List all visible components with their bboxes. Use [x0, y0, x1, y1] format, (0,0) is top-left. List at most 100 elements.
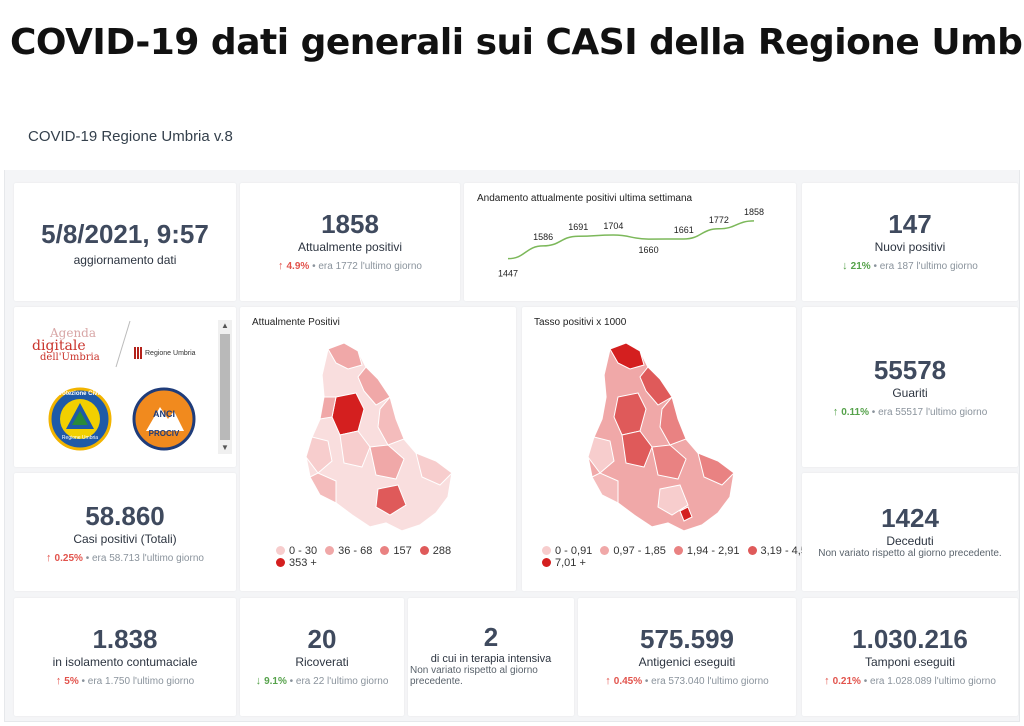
legend-label: 0 - 30: [289, 545, 318, 557]
arrow-up-icon: ↑: [46, 552, 52, 564]
terapia-intensiva-label: di cui in terapia intensiva: [430, 653, 552, 665]
data-label: 1661: [674, 225, 694, 235]
casi-totali-card: 58.860 Casi positivi (Totali) ↑ 0.25% • e…: [14, 473, 236, 591]
guariti-label: Guariti: [892, 386, 928, 400]
update-label: aggiornamento dati: [73, 253, 177, 267]
legend-item: 157: [380, 545, 412, 557]
casi-totali-label: Casi positivi (Totali): [73, 532, 177, 546]
attualmente-positivi-label: Attualmente positivi: [297, 240, 403, 254]
tamponi-card: 1.030.216 Tamponi eseguiti ↑ 0.21% • era …: [802, 598, 1018, 716]
legend-item: 0,97 - 1,85: [600, 545, 666, 557]
regione-label: Regione Umbria: [145, 349, 196, 357]
deceduti-value: 1424: [881, 503, 939, 533]
ricoverati-delta: ↓ 9.1% • era 22 l'ultimo giorno: [240, 675, 404, 687]
delta-percent: 21%: [850, 261, 871, 272]
delta-percent: 0.21%: [832, 676, 861, 687]
antigenici-card: 575.599 Antigenici eseguiti ↑ 0.45% • era…: [578, 598, 796, 716]
protezione-civile-label: Protezione Civile: [55, 391, 105, 397]
logo-divider: [115, 320, 131, 368]
anci-label: ANCI: [153, 409, 175, 419]
legend-dot-icon: [276, 546, 285, 555]
guariti-value: 55578: [873, 355, 947, 385]
legend-dot-icon: [542, 558, 551, 567]
guariti-card: 55578 Guariti ↑ 0.11% • era 55517 l'ultim…: [802, 307, 1018, 467]
antigenici-delta: ↑ 0.45% • era 573.040 l'ultimo giorno: [578, 675, 796, 687]
data-label: 1772: [709, 215, 729, 225]
legend-label: 36 - 68: [338, 545, 373, 557]
legend-dot-icon: [325, 546, 335, 555]
delta-compare: • era 22 l'ultimo giorno: [289, 676, 389, 687]
legend-label: 0 - 0,91: [555, 545, 593, 557]
legend-item: 353 +: [276, 557, 317, 569]
delta-compare: • era 55517 l'ultimo giorno: [871, 407, 988, 418]
legend-label: 353 +: [289, 557, 317, 569]
legend-dot-icon: [600, 546, 610, 555]
protezione-civile-logo: [48, 387, 112, 451]
casi-totali-delta: ↑ 0.25% • era 58.713 l'ultimo giorno: [14, 552, 236, 564]
delta-percent: 0.11%: [841, 407, 870, 418]
legend-label: 157: [393, 545, 412, 557]
isolamento-card: 1.838 in isolamento contumaciale ↑ 5% • e…: [14, 598, 236, 716]
page-title: COVID-19 dati generali sui CASI della Re…: [10, 22, 1024, 63]
umbria-map-tasso[interactable]: [522, 335, 796, 565]
deceduti-card: 1424 Deceduti Non variato rispetto al gi…: [802, 473, 1018, 591]
umbria-map-positivi[interactable]: [240, 335, 516, 565]
series-line: [507, 220, 755, 260]
legend-label: 1,94 - 2,91: [686, 545, 740, 557]
antigenici-label: Antigenici eseguiti: [638, 655, 736, 669]
legend-dot-icon: [673, 546, 683, 555]
arrow-up-icon: ↑: [278, 260, 284, 272]
dashboard-header: [4, 106, 1020, 170]
arrow-up-icon: ↑: [605, 675, 611, 687]
arrow-up-icon: ↑: [824, 675, 830, 687]
scroll-thumb[interactable]: [220, 334, 230, 440]
delta-percent: 0.25%: [54, 553, 83, 564]
dashboard-title: COVID-19 Regione Umbria v.8: [28, 128, 233, 145]
tamponi-value: 1.030.216: [852, 624, 968, 654]
arrow-down-icon: ↓: [255, 675, 262, 687]
regione-emblem-icon: [134, 347, 142, 359]
legend-item: 288: [419, 545, 451, 557]
antigenici-value: 575.599: [640, 624, 734, 654]
tamponi-delta: ↑ 0.21% • era 1.028.089 l'ultimo giorno: [802, 675, 1018, 687]
legend-item: 0 - 0,91: [542, 545, 592, 557]
anci-prociv-logo: [132, 387, 196, 451]
nuovi-positivi-delta: ↓ 21% • era 187 l'ultimo giorno: [802, 260, 1018, 272]
isolamento-delta: ↑ 5% • era 1.750 l'ultimo giorno: [14, 675, 236, 687]
delta-percent: 0.45%: [613, 676, 643, 687]
prociv-label: PROCIV: [148, 429, 180, 438]
data-label: 1691: [568, 222, 588, 232]
legend-label: 7,01 +: [555, 557, 586, 569]
legend-dot-icon: [380, 546, 390, 555]
legend-item: 7,01 +: [542, 557, 586, 569]
nuovi-positivi-value: 147: [888, 209, 932, 239]
ricoverati-label: Ricoverati: [295, 655, 349, 669]
arrow-up-icon: ↑: [55, 675, 62, 687]
legend-label: 3,19 - 4,58: [760, 545, 814, 557]
legend-label: 0,97 - 1,85: [613, 545, 666, 557]
data-label: 1586: [533, 232, 553, 242]
scroll-up-icon[interactable]: ▲: [221, 321, 229, 330]
map-tasso-title: Tasso positivi x 1000: [534, 317, 627, 328]
map-positivi-legend: 0 - 30 36 - 68 157 288 353 +: [276, 545, 496, 569]
delta-percent: 5%: [64, 676, 79, 687]
delta-percent: 4.9%: [286, 261, 310, 272]
delta-compare: • era 1.028.089 l'ultimo giorno: [863, 676, 996, 687]
ricoverati-value: 20: [307, 624, 337, 654]
agenda-line3: dell'Umbria: [40, 352, 100, 363]
regione-umbria-logo: Regione Umbria: [134, 347, 196, 359]
delta-compare: • era 58.713 l'ultimo giorno: [85, 553, 204, 564]
logos-scrollbar[interactable]: ▲ ▼: [218, 320, 232, 454]
arrow-down-icon: ↓: [842, 260, 848, 272]
scroll-down-icon[interactable]: ▼: [221, 443, 229, 452]
trend-chart: Andamento attualmente positivi ultima se…: [477, 193, 764, 279]
legend-item: 1,94 - 2,91: [673, 545, 740, 557]
guariti-delta: ↑ 0.11% • era 55517 l'ultimo giorno: [802, 406, 1018, 418]
trend-chart-card: Andamento attualmente positivi ultima se…: [464, 183, 796, 301]
legend-dot-icon: [542, 546, 551, 555]
terapia-intensiva-value: 2: [483, 622, 499, 652]
data-label: 1858: [744, 207, 764, 217]
attualmente-positivi-delta: ↑ 4.9% • era 1772 l'ultimo giorno: [240, 260, 460, 272]
arrow-up-icon: ↑: [832, 406, 839, 418]
agenda-digitale-logo: Agenda digitale dell'Umbria: [30, 327, 122, 363]
